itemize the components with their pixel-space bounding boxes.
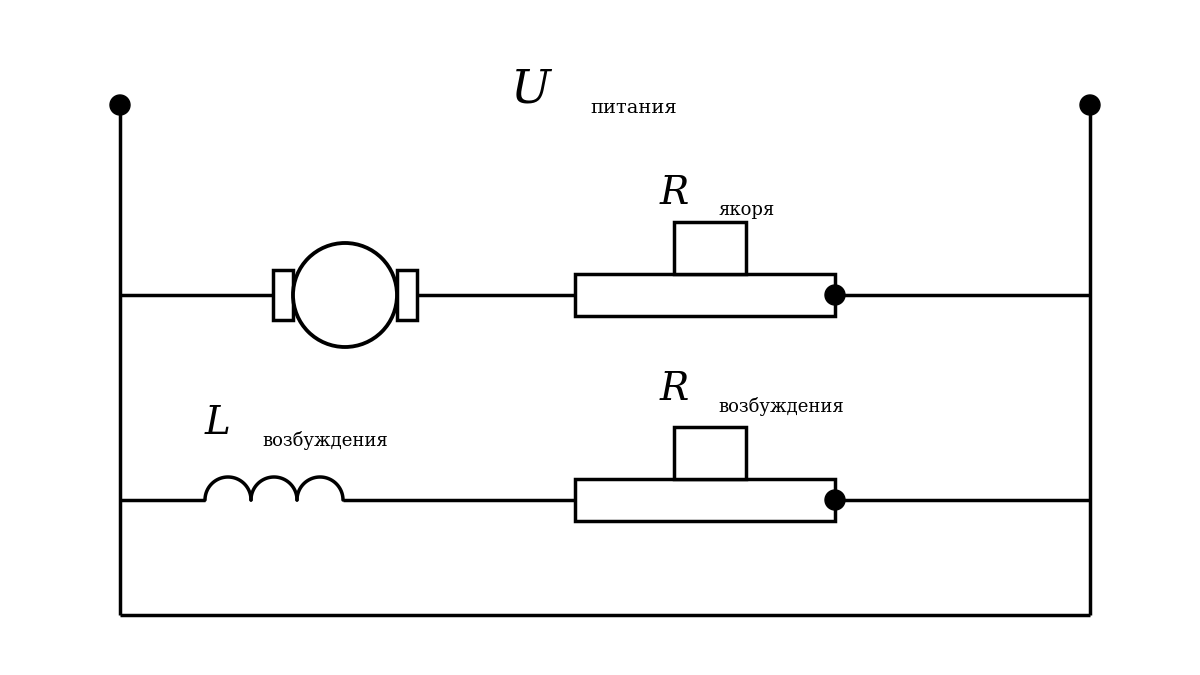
Text: возбуждения: возбуждения [718, 398, 844, 416]
Circle shape [826, 285, 845, 305]
Text: якоря: якоря [718, 201, 774, 219]
Bar [674, 427, 746, 479]
Text: возбуждения: возбуждения [262, 431, 388, 450]
Circle shape [110, 95, 130, 115]
Text: L: L [205, 404, 230, 441]
Bar [575, 274, 835, 316]
Bar [674, 222, 746, 274]
Bar [397, 270, 418, 320]
Text: R: R [660, 175, 689, 211]
Circle shape [293, 243, 397, 347]
Circle shape [1080, 95, 1100, 115]
Circle shape [826, 490, 845, 510]
Bar [274, 270, 293, 320]
Text: U: U [510, 68, 550, 113]
Bar [575, 479, 835, 521]
Text: R: R [660, 371, 689, 408]
Text: питания: питания [590, 99, 677, 117]
